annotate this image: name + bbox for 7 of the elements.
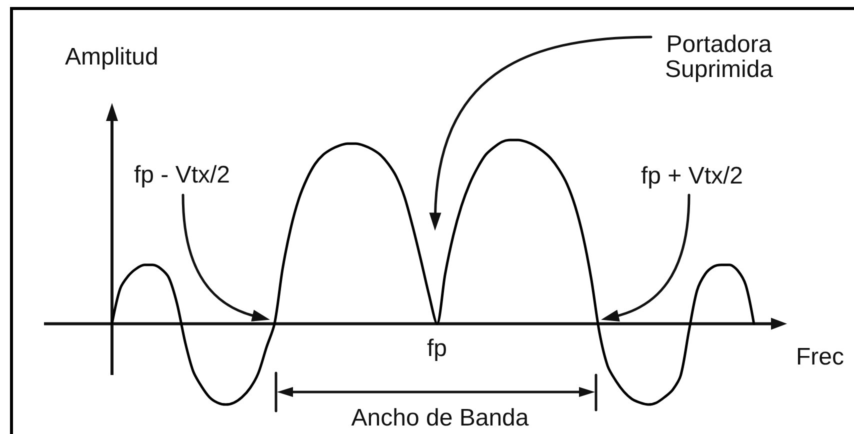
annotation: fp - Vtx/2 — [134, 162, 230, 188]
annotation: Ancho de Banda — [351, 404, 530, 432]
y-axis-title: Amplitud — [65, 44, 158, 70]
text: Portadora Suprimida — [664, 31, 774, 83]
annotation: fp — [426, 335, 448, 362]
x-axis-title: Frec — [796, 344, 844, 370]
annotation: fp + Vtx/2 — [640, 162, 744, 190]
